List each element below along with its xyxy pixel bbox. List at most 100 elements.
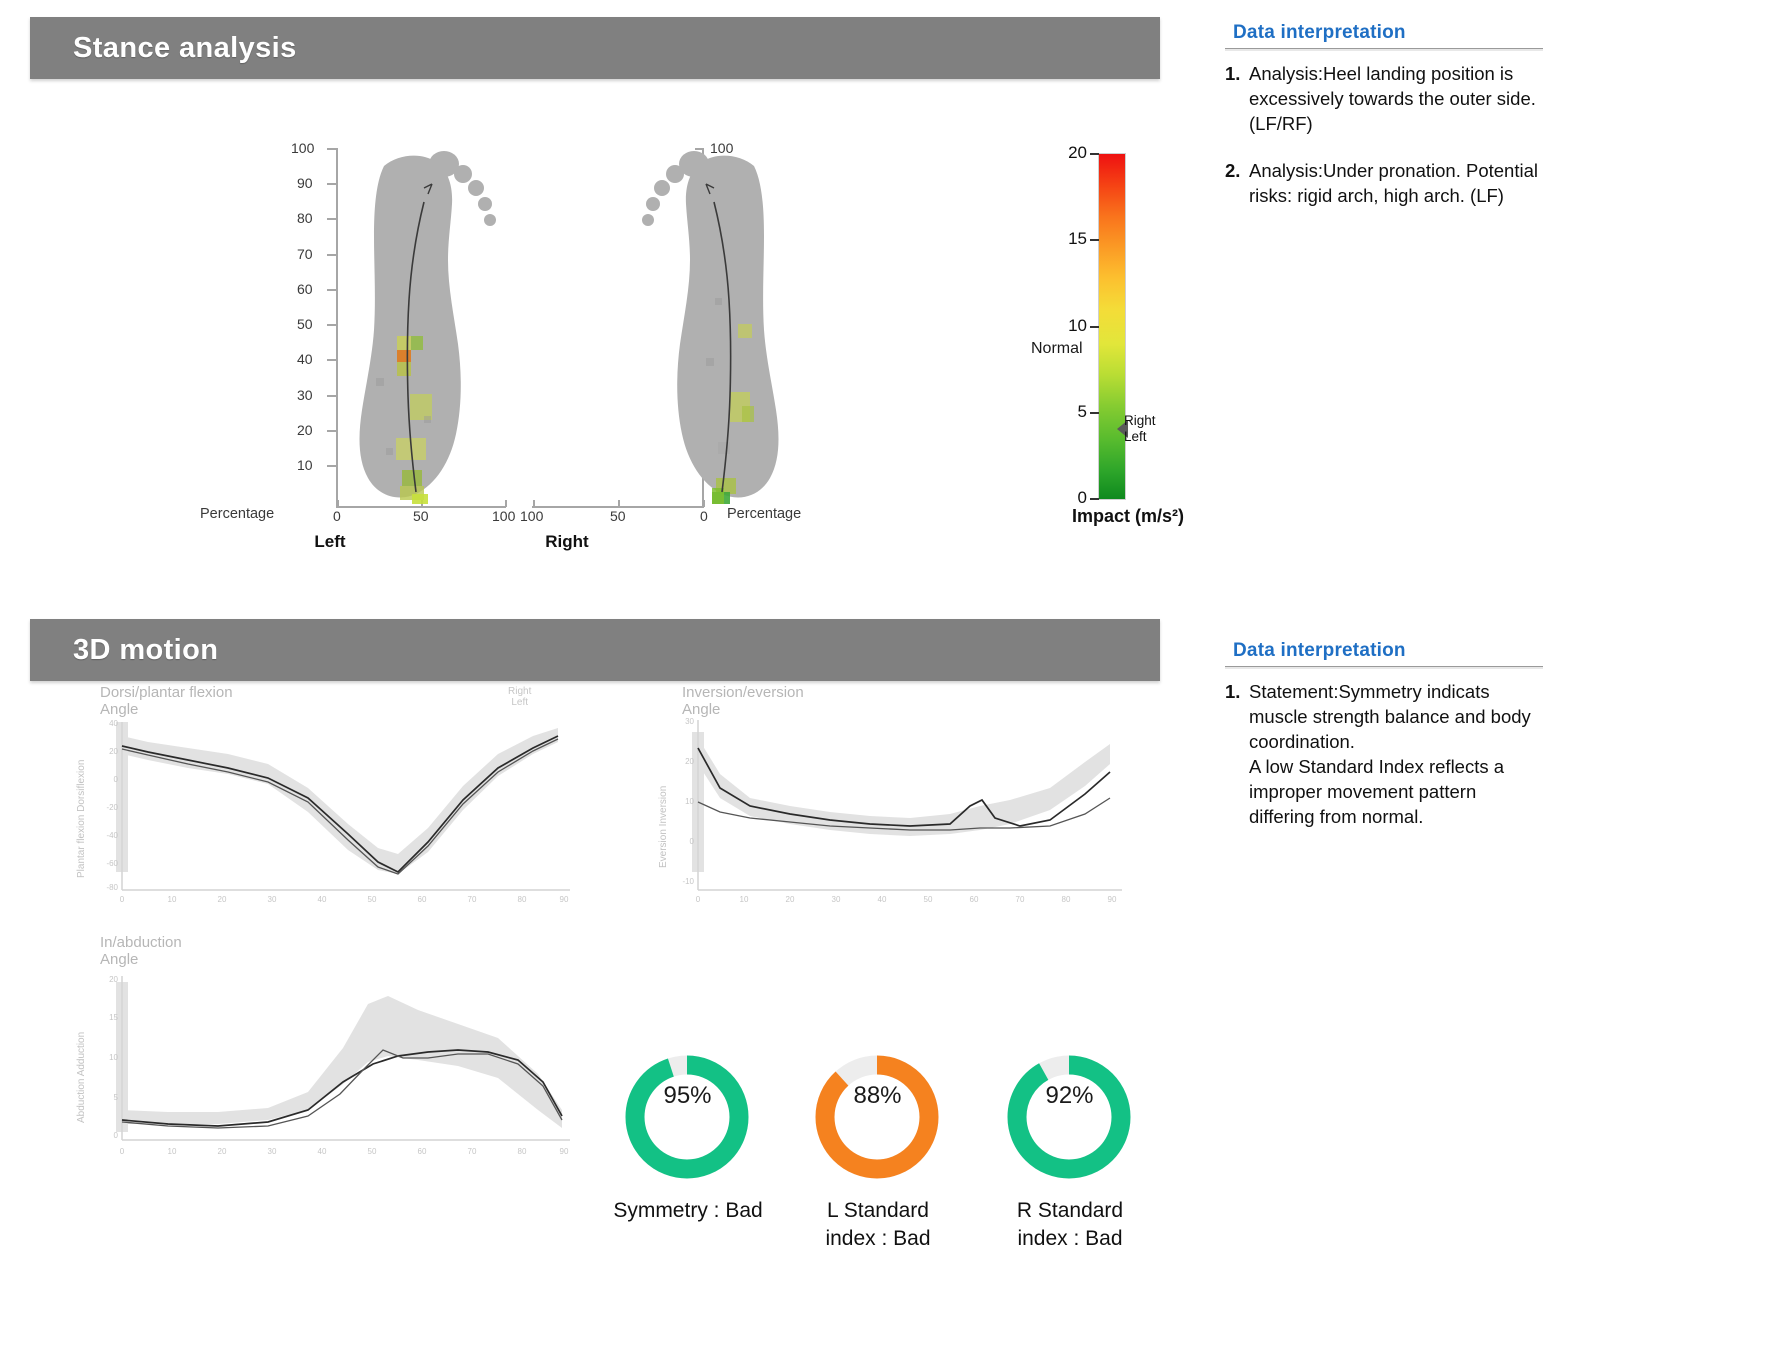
svg-text:20: 20 <box>218 1147 227 1156</box>
svg-text:40: 40 <box>318 895 327 904</box>
left-ytick-10: 10 <box>297 457 313 473</box>
svg-text:30: 30 <box>268 1147 277 1156</box>
data-interpretation-motion: Data interpretation 1. Statement:Symmetr… <box>1225 640 1545 851</box>
right-footprint-graphic <box>642 151 779 504</box>
svg-text:80: 80 <box>518 895 527 904</box>
interp-1-title: Data interpretation <box>1233 22 1406 43</box>
symmetry-gauge-label: Symmetry : Bad <box>613 1199 763 1222</box>
left-xtick-50: 50 <box>413 508 429 524</box>
left-axis-name: Percentage <box>200 506 275 522</box>
svg-text:10: 10 <box>168 895 177 904</box>
left-foot-y-axis <box>336 148 338 506</box>
svg-text:0: 0 <box>120 895 125 904</box>
interp-2-divider <box>1225 666 1543 669</box>
symmetry-gauge-group: 95% Symmetry : Bad <box>600 1055 775 1222</box>
svg-text:0: 0 <box>696 895 701 904</box>
svg-text:5: 5 <box>114 1093 119 1102</box>
colorbar-tick-15: 15 <box>1068 229 1087 248</box>
svg-text:20: 20 <box>218 895 227 904</box>
interp-2-item: 1. Statement:Symmetry indicats muscle st… <box>1225 679 1545 829</box>
svg-text:60: 60 <box>418 1147 427 1156</box>
r-standard-gauge: 92% R Standard index : Bad <box>982 1055 1157 1250</box>
svg-text:60: 60 <box>970 895 979 904</box>
right-ytick-100: 100 <box>710 140 734 156</box>
svg-text:-80: -80 <box>106 883 118 892</box>
svg-text:10: 10 <box>109 1053 118 1062</box>
svg-text:15: 15 <box>109 1013 118 1022</box>
svg-text:40: 40 <box>109 719 118 728</box>
interp-2-title: Data interpretation <box>1233 640 1406 661</box>
motion-3d-title: 3D motion <box>73 633 219 666</box>
svg-text:40: 40 <box>878 895 887 904</box>
left-ytick-60: 60 <box>297 281 313 297</box>
svg-text:-40: -40 <box>106 831 118 840</box>
colorbar-normal-label: Normal <box>1031 340 1083 357</box>
svg-text:0: 0 <box>690 837 695 846</box>
l-standard-gauge-group: 88% L Standard index : Bad <box>790 1055 965 1250</box>
svg-text:-20: -20 <box>106 803 118 812</box>
r-standard-gauge-group: 92% R Standard index : Bad <box>982 1055 1157 1250</box>
dorsi-plot-legend: Right Left <box>508 686 532 708</box>
left-ytick-40: 40 <box>297 351 313 367</box>
colorbar-tick-10: 10 <box>1068 316 1087 335</box>
right-foot-panel: 100 90 80 70 60 50 40 30 20 10 100 50 <box>520 140 820 551</box>
right-xtick-0: 0 <box>700 508 708 524</box>
l-standard-gauge: 88% L Standard index : Bad <box>790 1055 965 1250</box>
left-ytick-50: 50 <box>297 316 313 332</box>
svg-text:70: 70 <box>1016 895 1025 904</box>
stance-footprint-chart: 100 90 80 70 60 50 40 30 20 10 0 50 <box>125 140 845 560</box>
left-footprint-graphic <box>359 151 496 504</box>
left-foot-panel: 100 90 80 70 60 50 40 30 20 10 0 50 <box>200 140 520 551</box>
interp-1-item-number: 2. <box>1225 160 1241 181</box>
colorbar-marker-right: Right <box>1124 413 1156 428</box>
colorbar-marker-left: Left <box>1124 429 1147 444</box>
colorbar-gradient <box>1098 153 1126 500</box>
left-xtick-100: 100 <box>492 508 516 524</box>
svg-text:50: 50 <box>368 1147 377 1156</box>
left-ytick-70: 70 <box>297 246 313 262</box>
stance-analysis-header: Stance analysis <box>30 17 1160 79</box>
abd-plot-title: In/abduction Angle <box>100 934 182 968</box>
r-standard-gauge-value: 92% <box>1045 1082 1094 1109</box>
interp-2-item-text: Statement:Symmetry indicats muscle stren… <box>1249 681 1531 827</box>
colorbar-axis-label: Impact (m/s²) <box>1071 506 1185 526</box>
svg-text:50: 50 <box>368 895 377 904</box>
interp-2-item-number: 1. <box>1225 681 1241 702</box>
symmetry-donut-icon <box>625 1055 749 1179</box>
left-foot-caption: Left <box>314 532 346 551</box>
right-foot-caption: Right <box>545 532 589 551</box>
colorbar-tick-0: 0 <box>1077 488 1087 507</box>
motion-3d-header: 3D motion <box>30 619 1160 681</box>
interp-1-item-number: 1. <box>1225 63 1241 84</box>
right-axis-name: Percentage <box>727 506 802 522</box>
left-ytick-30: 30 <box>297 387 313 403</box>
interp-1-item: 2. Analysis:Under pronation. Potential r… <box>1225 158 1545 208</box>
symmetry-gauge-value: 95% <box>663 1082 712 1109</box>
interp-1-list: 1. Analysis:Heel landing position is exc… <box>1225 61 1545 208</box>
colorbar-tick-20: 20 <box>1068 143 1087 162</box>
left-ytick-80: 80 <box>297 210 313 226</box>
svg-text:10: 10 <box>740 895 749 904</box>
svg-text:30: 30 <box>685 717 694 726</box>
svg-text:0: 0 <box>114 1131 119 1140</box>
svg-text:20: 20 <box>109 747 118 756</box>
right-xtick-100: 100 <box>520 508 544 524</box>
interp-1-item: 1. Analysis:Heel landing position is exc… <box>1225 61 1545 136</box>
left-ytick-100: 100 <box>291 140 315 156</box>
svg-text:90: 90 <box>1108 895 1117 904</box>
colorbar-tick-5: 5 <box>1077 402 1087 421</box>
r-standard-donut-icon <box>1007 1055 1131 1179</box>
dorsi-plantar-flexion-plot: Dorsi/plantar flexion Angle Plantar flex… <box>76 684 578 913</box>
interp-1-item-text: Analysis:Heel landing position is excess… <box>1249 63 1536 134</box>
svg-text:40: 40 <box>318 1147 327 1156</box>
dorsi-plot-title: Dorsi/plantar flexion Angle <box>100 684 233 718</box>
svg-text:90: 90 <box>560 895 569 904</box>
left-xtick-0: 0 <box>333 508 341 524</box>
svg-text:20: 20 <box>786 895 795 904</box>
svg-text:20: 20 <box>109 975 118 984</box>
right-xtick-50: 50 <box>610 508 626 524</box>
interp-1-item-text: Analysis:Under pronation. Potential risk… <box>1249 160 1538 206</box>
